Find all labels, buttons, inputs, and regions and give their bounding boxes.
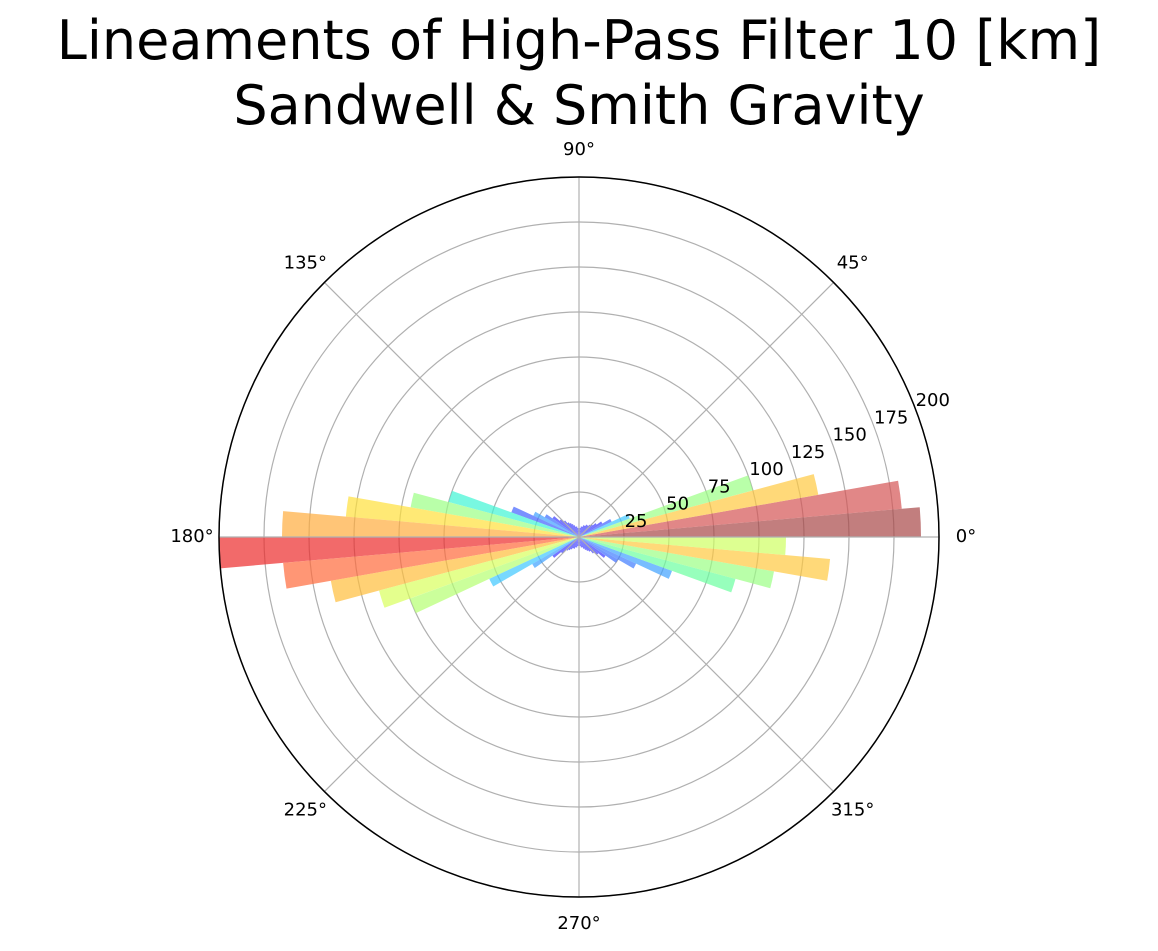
angle-tick-label: 270° xyxy=(557,913,600,934)
rose-bar-30 xyxy=(533,511,579,537)
rose-bar-4 xyxy=(579,514,630,537)
rose-bar-68 xyxy=(579,537,736,593)
rose-bar-28 xyxy=(552,516,579,537)
rose-bar-59 xyxy=(579,537,587,551)
rose-bar-60 xyxy=(579,537,589,552)
angle-tick-label: 0° xyxy=(956,526,976,547)
rose-bar-6 xyxy=(579,521,603,537)
angle-tick-labels: 0° 45° 90° 135° 180° 225° 270° 315° xyxy=(170,139,976,934)
rose-bar-1 xyxy=(579,480,902,537)
rose-bar-33 xyxy=(410,492,579,537)
radial-tick-labels: 25 50 75 100 125 150 175 200 xyxy=(625,390,950,532)
radial-tick-label: 200 xyxy=(916,390,950,411)
rose-bar-56 xyxy=(579,537,582,548)
rose-bar-15 xyxy=(579,526,582,537)
rose-bar-69 xyxy=(579,537,774,589)
rose-bar-57 xyxy=(579,537,583,548)
rose-bar-65 xyxy=(579,537,618,563)
rose-bar-2 xyxy=(579,474,819,537)
rose-bar-49 xyxy=(573,537,579,549)
rose-bar-58 xyxy=(579,537,585,549)
angle-tick-label: 45° xyxy=(837,252,869,273)
rose-bar-34 xyxy=(345,496,579,537)
rose-bar-22 xyxy=(573,525,579,537)
radial-tick-label: 175 xyxy=(874,407,908,428)
angle-tick-label: 135° xyxy=(284,252,327,273)
polar-frame xyxy=(218,176,940,898)
angle-tick-label: 225° xyxy=(284,800,327,821)
rose-bar-14 xyxy=(579,526,583,537)
rose-bar-43 xyxy=(552,537,579,558)
radial-tick-label: 75 xyxy=(708,476,731,497)
rose-bar-31 xyxy=(511,506,579,537)
angle-tick-label: 315° xyxy=(831,800,874,821)
rose-bar-37 xyxy=(283,537,579,589)
chart-title-line-2: Sandwell & Smith Gravity xyxy=(233,74,925,137)
rose-bar-5 xyxy=(579,519,612,537)
rose-bar-3 xyxy=(579,475,753,537)
rose-bars xyxy=(219,474,921,614)
rose-bar-32 xyxy=(448,490,579,537)
rose-bar-40 xyxy=(409,537,579,614)
angle-tick-label: 90° xyxy=(563,139,595,160)
rose-bar-51 xyxy=(576,537,579,548)
rose-bar-38 xyxy=(330,537,579,603)
radial-tick-label: 50 xyxy=(666,494,689,515)
chart-title-line-1: Lineaments of High-Pass Filter 10 [km] xyxy=(56,9,1102,72)
rose-bar-39 xyxy=(379,537,579,608)
radial-tick-label: 125 xyxy=(791,442,825,463)
rose-bar-11 xyxy=(579,524,588,537)
rose-bar-12 xyxy=(579,525,586,537)
rose-bar-71 xyxy=(579,537,786,556)
angle-tick-label: 180° xyxy=(170,526,213,547)
rose-bar-29 xyxy=(544,514,579,537)
angular-gridline-45 xyxy=(578,282,834,538)
rose-bar-13 xyxy=(579,525,585,537)
rose-bar-50 xyxy=(575,537,579,548)
rose-bar-42 xyxy=(532,537,579,568)
rose-bar-70 xyxy=(579,537,831,581)
radial-tick-label: 150 xyxy=(832,425,866,446)
angular-gridline-225 xyxy=(324,536,580,792)
rose-bar-47 xyxy=(570,537,579,550)
rose-bar-36 xyxy=(219,537,579,569)
angular-gridline-135 xyxy=(324,282,580,538)
rose-bar-21 xyxy=(575,526,579,537)
rose-bar-64 xyxy=(579,537,606,558)
rose-bar-67 xyxy=(579,537,673,579)
rose-bar-35 xyxy=(282,511,579,537)
rose-bar-0 xyxy=(579,507,921,537)
angular-gridline-315 xyxy=(578,536,834,792)
rose-bar-24 xyxy=(569,522,579,537)
rose-bar-48 xyxy=(572,537,579,549)
rose-bar-7 xyxy=(579,523,597,537)
rose-bar-20 xyxy=(576,526,579,537)
radial-tick-label: 100 xyxy=(749,459,783,480)
rose-bar-41 xyxy=(489,537,579,587)
rose-bar-23 xyxy=(571,523,579,537)
radial-tick-label: 25 xyxy=(625,511,648,532)
angular-gridlines xyxy=(219,177,939,897)
rose-bar-66 xyxy=(579,537,637,569)
